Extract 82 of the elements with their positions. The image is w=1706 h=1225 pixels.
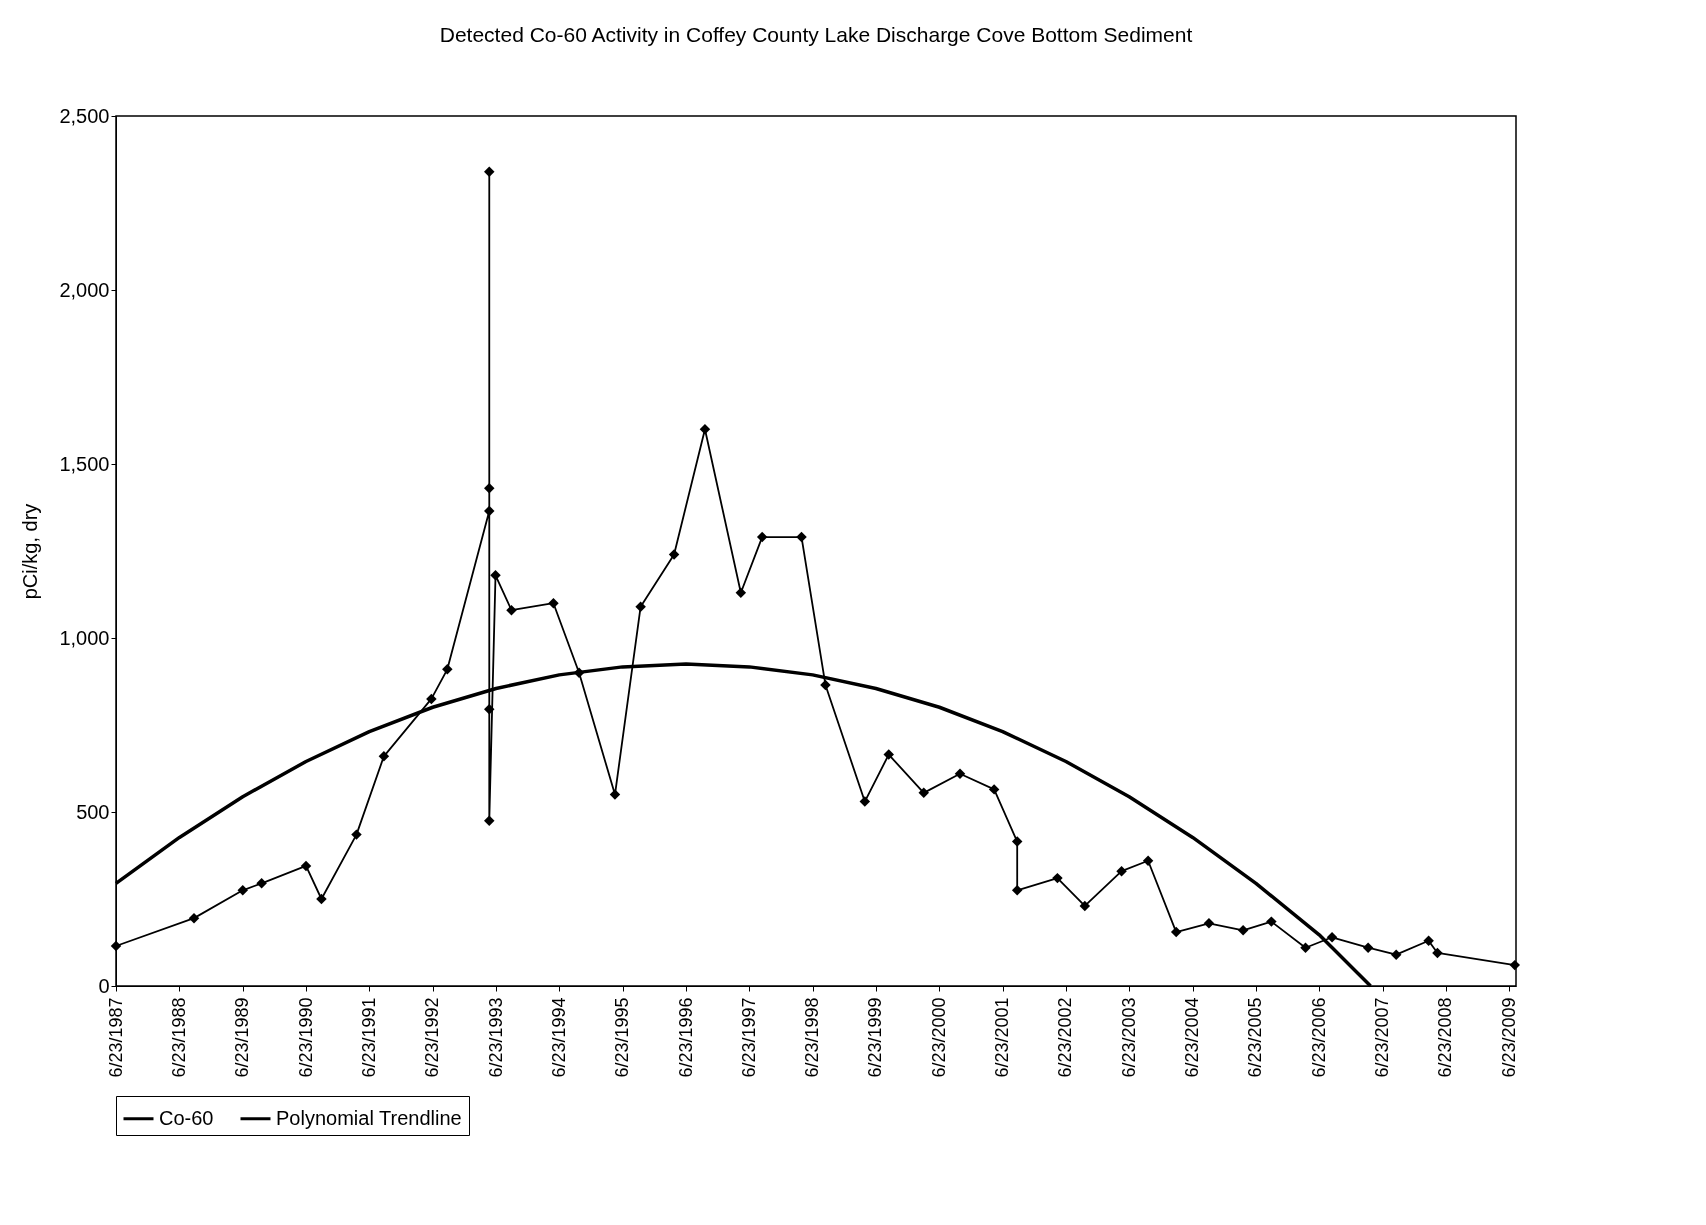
legend-label: Polynomial Trendline xyxy=(276,1106,462,1129)
x-tick-label: 6/23/2009 xyxy=(1498,997,1519,1078)
x-tick-label: 6/23/1997 xyxy=(738,997,759,1078)
point xyxy=(988,784,1000,795)
point xyxy=(1052,872,1063,884)
y-tick-label: 2,500 xyxy=(59,104,110,127)
point xyxy=(573,667,585,679)
y-tick-label: 500 xyxy=(76,800,110,823)
point xyxy=(1237,925,1249,936)
point xyxy=(1079,900,1091,912)
x-tick-label: 6/23/1999 xyxy=(865,997,886,1078)
point xyxy=(442,664,453,675)
point xyxy=(1142,855,1154,866)
point xyxy=(668,549,680,560)
point xyxy=(426,693,437,705)
point xyxy=(1266,916,1277,927)
point xyxy=(110,940,122,952)
chart-title: Detected Co-60 Activity in Coffey County Lake Discharge Cove Bottom Sediment xyxy=(439,23,1193,46)
x-tick-label: 6/23/1992 xyxy=(422,997,443,1078)
point xyxy=(484,166,495,177)
point xyxy=(351,829,362,840)
point xyxy=(378,751,390,762)
point xyxy=(1390,949,1402,960)
point xyxy=(484,505,495,517)
point xyxy=(1300,942,1311,953)
point xyxy=(609,789,621,800)
x-tick-label: 6/23/2006 xyxy=(1308,997,1329,1078)
point xyxy=(1362,942,1374,953)
point xyxy=(796,531,807,543)
x-tick-label: 6/23/2001 xyxy=(992,997,1013,1078)
point xyxy=(635,601,646,612)
point xyxy=(1011,836,1023,847)
point xyxy=(1116,865,1127,877)
y-tick-label: 0 xyxy=(98,974,110,997)
point xyxy=(1203,918,1215,929)
y-tick-label: 1,000 xyxy=(59,626,110,649)
point xyxy=(699,423,711,435)
point xyxy=(484,815,495,826)
y-tick-label: 1,500 xyxy=(59,452,110,475)
point xyxy=(1170,926,1182,938)
point xyxy=(188,912,200,924)
x-tick-label: 6/23/1989 xyxy=(232,997,253,1078)
x-tick-label: 6/23/2000 xyxy=(928,997,949,1078)
point xyxy=(1011,885,1023,896)
x-tick-label: 6/23/2003 xyxy=(1118,997,1139,1078)
point xyxy=(735,587,747,598)
x-tick-label: 6/23/1987 xyxy=(105,997,126,1078)
point xyxy=(820,679,831,691)
point xyxy=(256,878,267,889)
point xyxy=(1326,932,1338,943)
x-tick-label: 6/23/1991 xyxy=(358,997,379,1078)
point xyxy=(1423,935,1434,946)
point xyxy=(484,704,495,715)
point xyxy=(490,570,501,581)
point xyxy=(1509,959,1521,971)
x-tick-label: 6/23/1996 xyxy=(675,997,696,1078)
x-tick-label: 6/23/1995 xyxy=(612,997,633,1078)
x-tick-label: 6/23/1988 xyxy=(168,997,189,1078)
y-tick-label: 2,000 xyxy=(59,278,110,301)
x-tick-label: 6/23/2004 xyxy=(1182,997,1203,1078)
x-tick-label: 6/23/2008 xyxy=(1435,997,1456,1078)
point xyxy=(506,604,517,616)
y-axis-title: pCi/kg, dry xyxy=(19,503,42,600)
x-tick-label: 6/23/1990 xyxy=(295,997,316,1078)
legend-label: Co-60 xyxy=(159,1106,214,1129)
x-tick-label: 6/23/1998 xyxy=(802,997,823,1078)
point xyxy=(756,531,768,543)
point xyxy=(954,768,966,779)
point xyxy=(883,749,894,760)
x-tick-label: 6/23/2007 xyxy=(1372,997,1392,1078)
point xyxy=(484,483,495,494)
point xyxy=(548,597,559,609)
point xyxy=(237,885,248,896)
point xyxy=(859,796,871,807)
x-tick-label: 6/23/1994 xyxy=(548,997,569,1078)
point xyxy=(918,787,929,799)
point xyxy=(300,860,312,872)
point xyxy=(1432,947,1443,959)
point xyxy=(316,893,327,905)
x-tick-label: 6/23/2002 xyxy=(1055,997,1076,1078)
x-tick-label: 6/23/2005 xyxy=(1245,997,1266,1078)
x-tick-label: 6/23/1993 xyxy=(485,997,506,1078)
